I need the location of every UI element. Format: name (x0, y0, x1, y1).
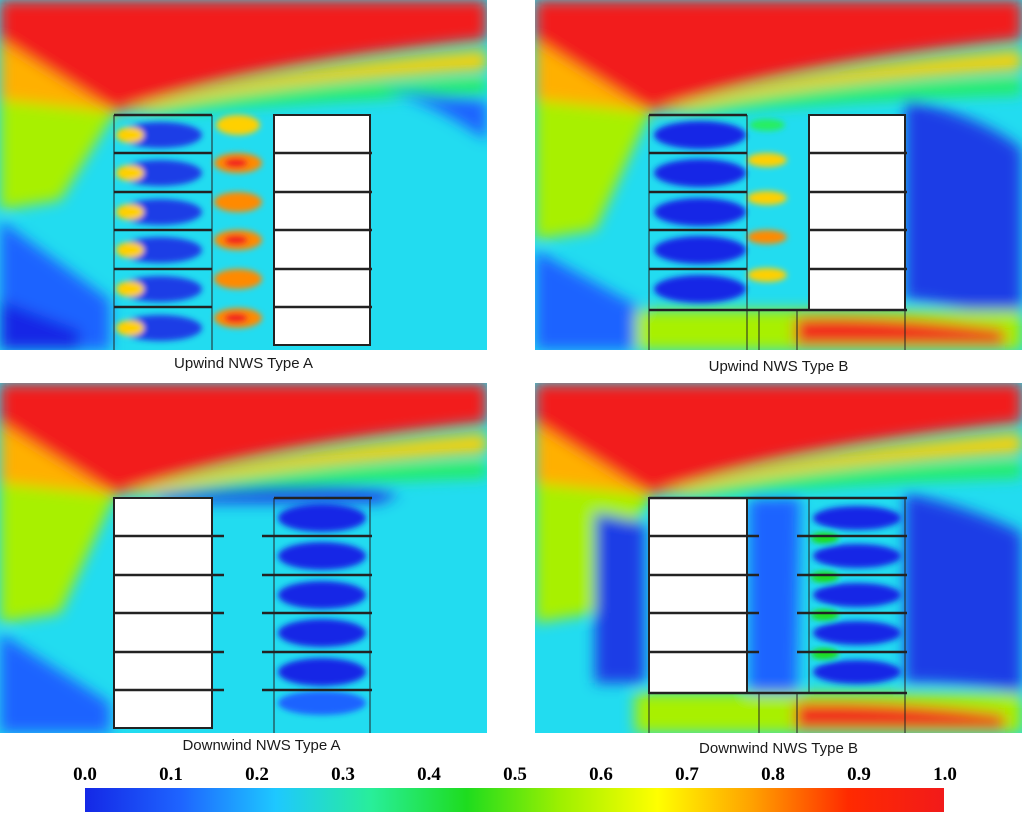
caption-upwind-type-a: Upwind NWS Type A (174, 355, 313, 372)
flow-field-upwind-a (0, 0, 487, 350)
colorbar-tick: 0.9 (847, 764, 871, 785)
colorbar-tick: 0.3 (331, 764, 355, 785)
flow-field-downwind-b (535, 383, 1022, 733)
colorbar-tick: 0.7 (675, 764, 699, 785)
panel-upwind-type-a (0, 0, 487, 350)
flow-field-downwind-a (0, 383, 487, 733)
colorbar-tick-labels: 0.0 0.1 0.2 0.3 0.4 0.5 0.6 0.7 0.8 0.9 … (60, 764, 980, 788)
caption-downwind-type-a: Downwind NWS Type A (182, 737, 341, 754)
caption-upwind-type-b: Upwind NWS Type B (708, 358, 849, 375)
colorbar-tick: 0.8 (761, 764, 785, 785)
colorbar-tick: 0.4 (417, 764, 441, 785)
panel-downwind-type-a (0, 383, 487, 733)
colorbar (85, 788, 944, 812)
panel-upwind-type-b (535, 0, 1022, 350)
colorbar-tick: 0.2 (245, 764, 269, 785)
colorbar-tick: 0.5 (503, 764, 527, 785)
colorbar-tick: 0.0 (73, 764, 97, 785)
colorbar-tick: 0.1 (159, 764, 183, 785)
flow-field-upwind-b (535, 0, 1022, 350)
colorbar-tick: 1.0 (933, 764, 957, 785)
panel-downwind-type-b (535, 383, 1022, 733)
caption-downwind-type-b: Downwind NWS Type B (699, 740, 858, 757)
colorbar-tick: 0.6 (589, 764, 613, 785)
